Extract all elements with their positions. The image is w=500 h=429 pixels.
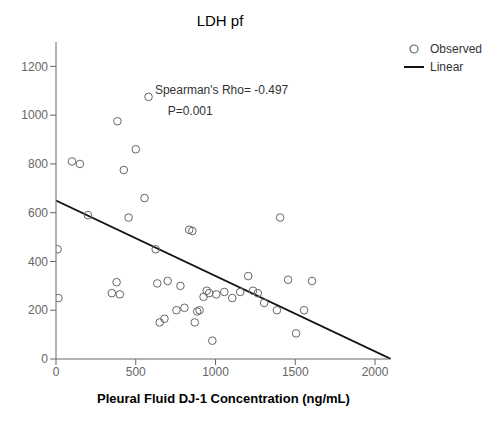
svg-text:1000: 1000: [21, 108, 48, 122]
svg-text:2000: 2000: [362, 365, 389, 379]
html-text:LDH pf: LDH pf: [196, 12, 244, 29]
svg-text:P=0.001: P=0.001: [168, 104, 213, 118]
svg-text:1000: 1000: [202, 365, 229, 379]
svg-text:Pleural Fluid DJ-1 Concentrati: Pleural Fluid DJ-1 Concentration (ng/mL): [97, 391, 350, 406]
svg-text:0: 0: [41, 352, 48, 366]
svg-text:500: 500: [126, 365, 146, 379]
svg-text:200: 200: [28, 303, 48, 317]
svg-text:800: 800: [28, 157, 48, 171]
svg-text:1200: 1200: [21, 60, 48, 74]
html-text:Linear: Linear: [430, 60, 464, 74]
svg-text:400: 400: [28, 255, 48, 269]
html-text:Observed: Observed: [430, 42, 482, 56]
svg-text:600: 600: [28, 206, 48, 220]
svg-text:0: 0: [53, 365, 60, 379]
svg-text:Spearman's Rho= -0.497: Spearman's Rho= -0.497: [155, 83, 289, 97]
svg-text:1500: 1500: [282, 365, 309, 379]
